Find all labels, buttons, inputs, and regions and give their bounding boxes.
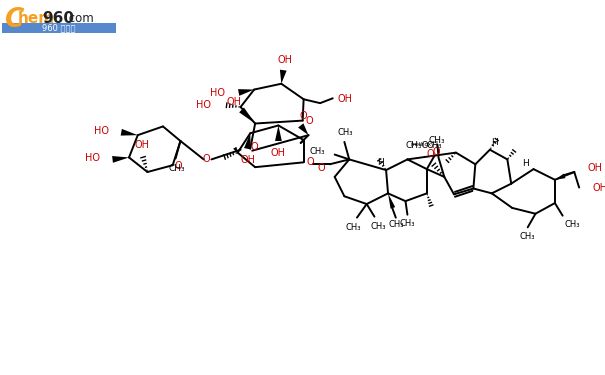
Polygon shape [298,123,309,135]
Text: O: O [203,154,211,164]
Text: HO: HO [85,153,100,164]
Text: CH₃O: CH₃O [405,141,429,150]
Text: CH₃: CH₃ [564,220,580,229]
Text: O: O [427,148,434,159]
Text: OH: OH [241,155,256,165]
Text: O: O [300,111,307,121]
Text: HO: HO [197,100,212,110]
Polygon shape [239,108,255,123]
Text: O: O [307,158,314,167]
Text: O: O [306,116,313,126]
Text: O: O [175,161,182,171]
Text: OH: OH [226,97,241,107]
Text: CH₃: CH₃ [388,220,404,229]
Polygon shape [112,156,129,163]
Text: O: O [433,147,440,157]
Text: CH₃: CH₃ [168,164,185,172]
Text: CH₃: CH₃ [345,223,361,232]
Text: CH₃: CH₃ [427,141,442,150]
Text: CH₃: CH₃ [520,231,535,240]
Polygon shape [555,174,566,180]
Bar [2,22,116,33]
Text: OH: OH [278,56,293,66]
Text: H: H [377,158,384,167]
Text: C: C [4,7,23,33]
Text: HO: HO [210,88,225,99]
Text: 960: 960 [43,11,74,26]
Polygon shape [244,133,250,149]
Text: 960 化工网: 960 化工网 [42,24,76,33]
Text: methoxy: methoxy [411,142,435,147]
Text: OH: OH [271,148,286,158]
Text: .com: .com [66,12,95,25]
Text: H: H [491,138,498,147]
Polygon shape [280,70,287,84]
Text: OH: OH [134,140,149,150]
Text: CH₃: CH₃ [400,219,415,228]
Polygon shape [275,126,282,141]
Text: CH₃: CH₃ [428,135,445,144]
Text: CH₃: CH₃ [371,222,386,231]
Text: OH: OH [338,94,353,104]
Text: O: O [250,142,258,152]
Text: HO: HO [94,126,109,136]
Polygon shape [120,129,138,136]
Polygon shape [233,147,238,153]
Text: OH: OH [588,163,603,173]
Text: H: H [522,159,529,168]
Text: OH: OH [593,183,605,192]
Polygon shape [238,89,254,96]
Text: O: O [317,163,325,173]
Text: CH₃: CH₃ [338,128,353,137]
Text: CH₃: CH₃ [310,147,325,156]
Text: hem: hem [18,11,54,26]
Polygon shape [388,194,395,208]
